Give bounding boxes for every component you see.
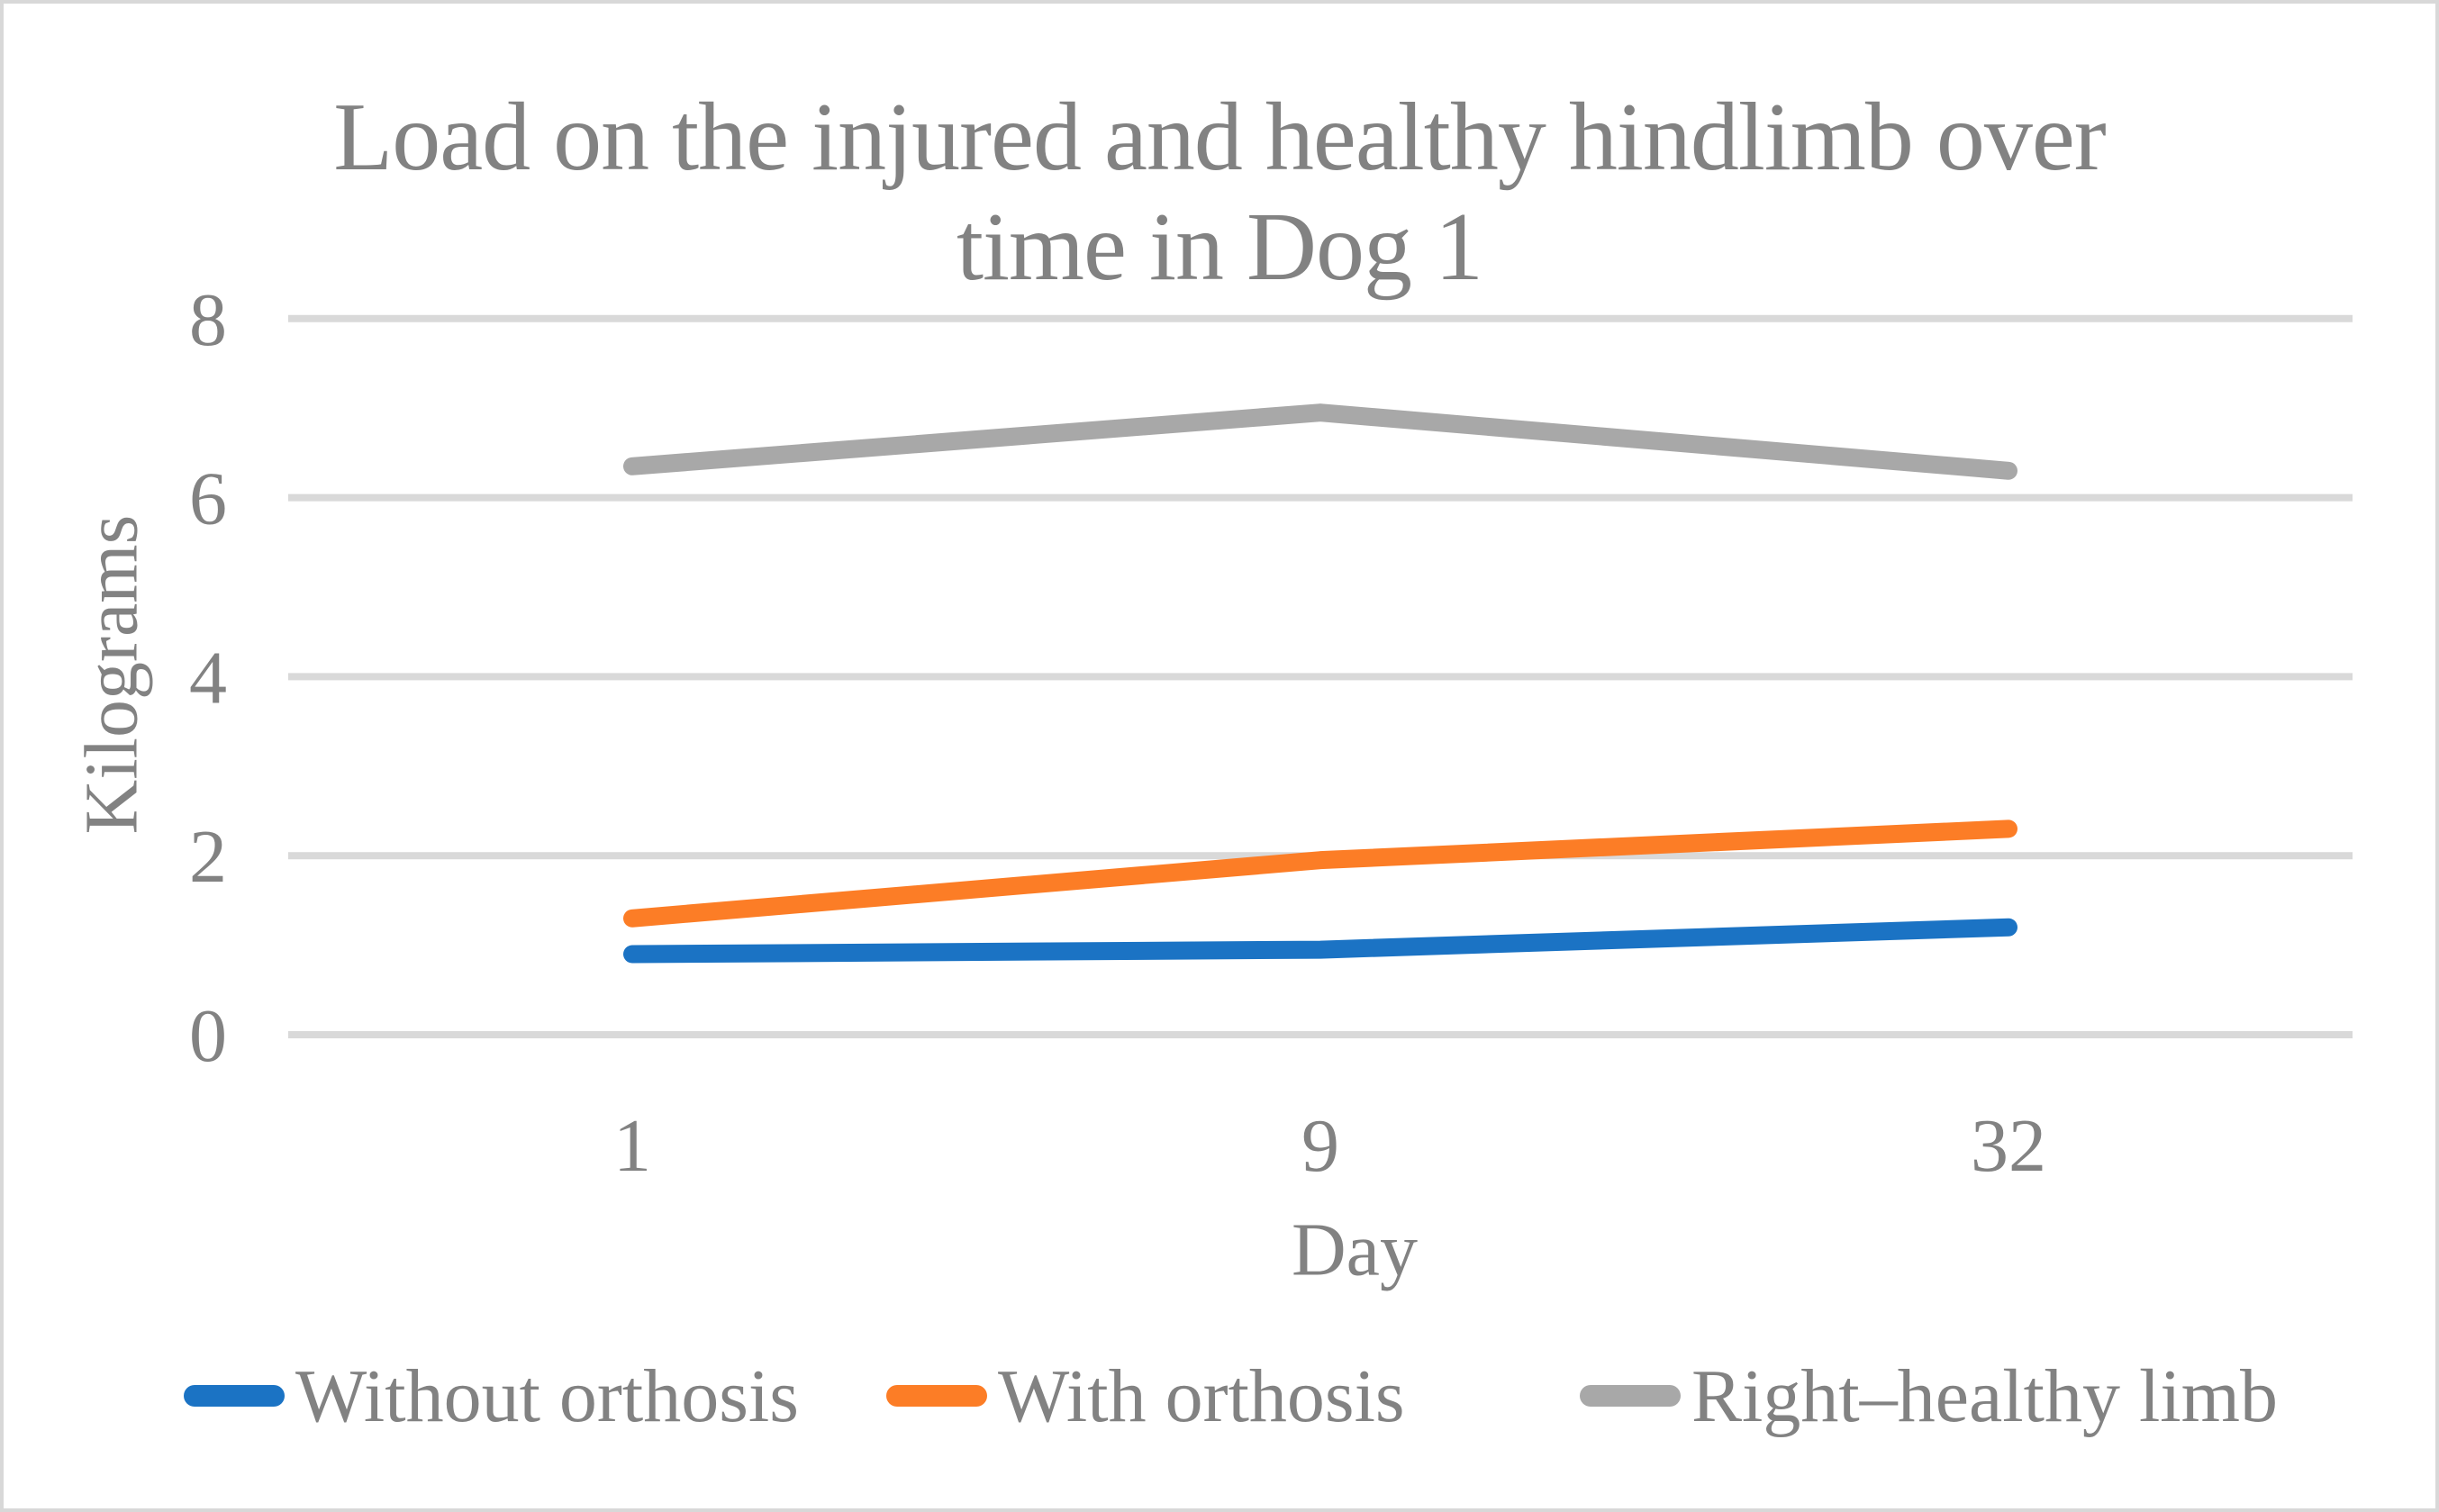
- legend-label: Right–healthy limb: [1691, 1354, 2278, 1438]
- legend-swatch: [886, 1385, 987, 1407]
- y-tick-label: 8: [189, 278, 227, 362]
- y-tick-label: 4: [189, 636, 227, 720]
- series-line-without-orthosis: [623, 918, 2017, 964]
- plot-area: 0 2 4 6 8 1 9 32: [189, 278, 2353, 1188]
- series-line-with-orthosis: [623, 819, 2017, 928]
- legend-label: Without orthosis: [295, 1354, 799, 1438]
- y-tick-label: 0: [189, 994, 227, 1078]
- legend-swatch: [1580, 1385, 1681, 1407]
- legend-item: Right–healthy limb: [1580, 1354, 2278, 1438]
- legend-label: With orthosis: [998, 1354, 1405, 1438]
- series-line-right-healthy-limb: [623, 403, 2017, 480]
- y-tick-label: 2: [189, 815, 227, 899]
- chart-title-line-1: Load on the injured and healthy hindlimb…: [333, 84, 2107, 191]
- legend-item: With orthosis: [886, 1354, 1405, 1438]
- x-tick-label: 9: [1301, 1104, 1339, 1188]
- legend-swatch: [184, 1385, 285, 1407]
- legend-item: Without orthosis: [184, 1354, 799, 1438]
- x-axis-title: Day: [1292, 1208, 1418, 1292]
- chart-title: Load on the injured and healthy hindlimb…: [4, 83, 2435, 303]
- x-tick-label: 32: [1971, 1104, 2046, 1188]
- chart-title-line-2: time in Dog 1: [957, 194, 1483, 301]
- y-tick-label: 6: [189, 457, 227, 541]
- x-tick-label: 1: [613, 1104, 651, 1188]
